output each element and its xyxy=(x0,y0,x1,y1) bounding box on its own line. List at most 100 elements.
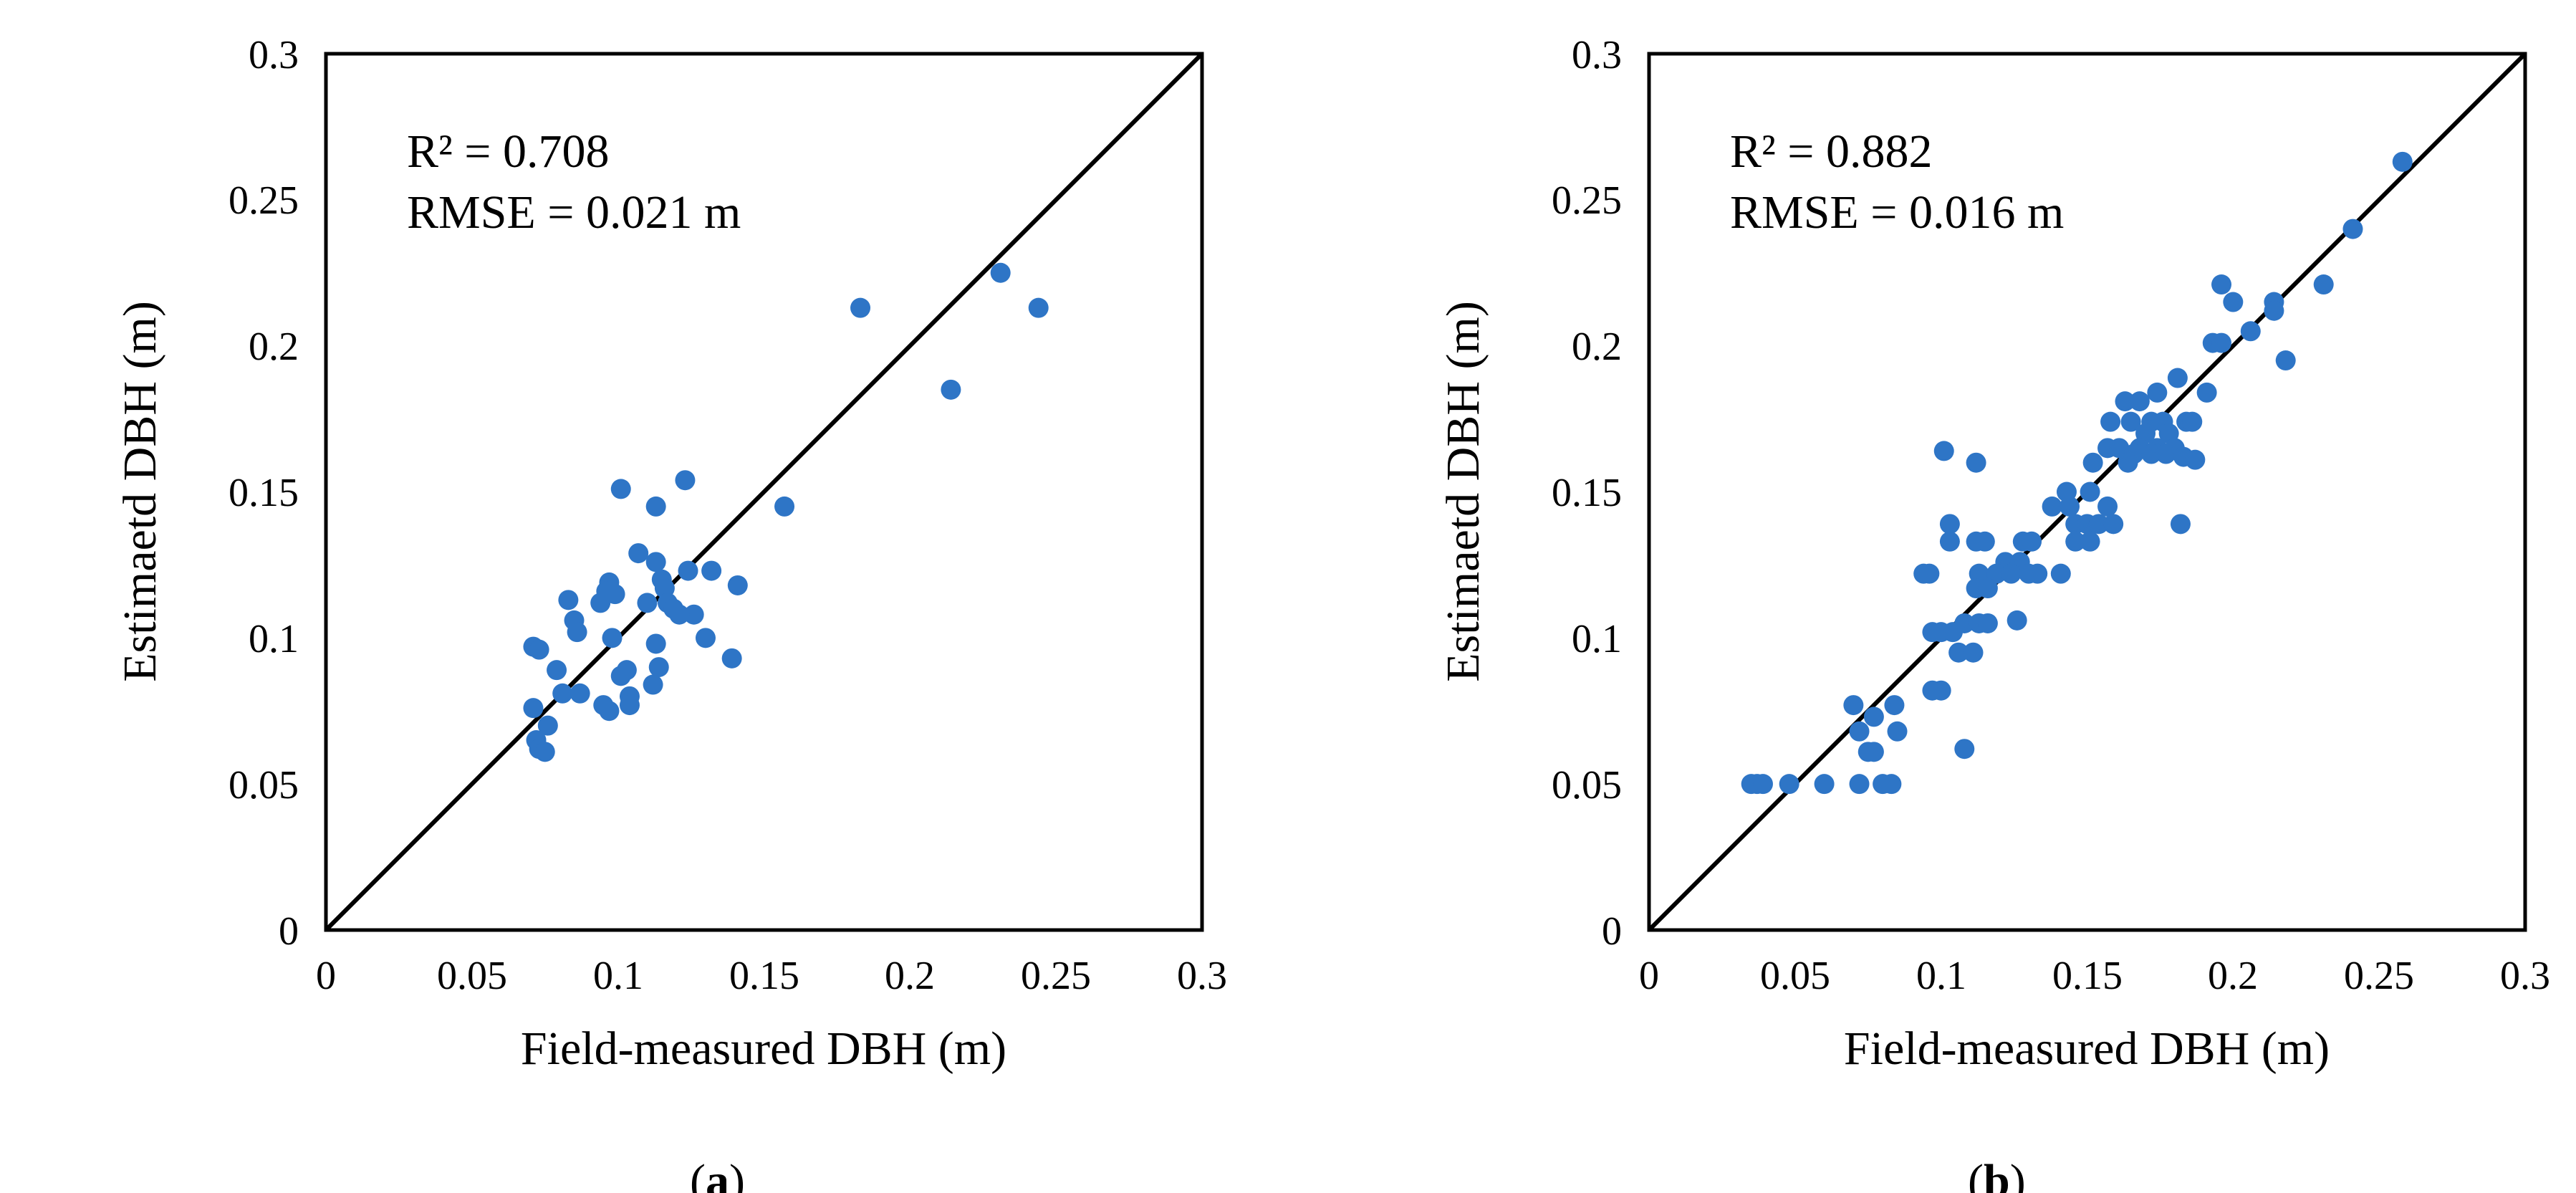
data-point xyxy=(941,379,961,400)
data-point xyxy=(721,648,742,669)
panel-letter-a: a xyxy=(706,1155,729,1193)
data-point xyxy=(2392,151,2413,172)
y-tick-label: 0.3 xyxy=(1572,33,1622,77)
panel-label-b: (b) xyxy=(1968,1155,2026,1193)
data-point xyxy=(1954,739,1975,760)
data-point xyxy=(1814,774,1835,795)
data-point xyxy=(2240,321,2261,342)
data-point xyxy=(1849,774,1870,795)
x-tick-label: 0.3 xyxy=(1177,954,1227,998)
y-tick-label: 0.2 xyxy=(249,325,299,369)
y-axis-title-a: Estimaetd DBH (m) xyxy=(114,301,166,682)
data-point xyxy=(2182,411,2203,432)
data-point xyxy=(2080,531,2100,552)
y-ticks-a: 0 0.05 0.1 0.15 0.2 0.25 0.3 xyxy=(229,33,299,954)
data-point xyxy=(569,683,590,704)
points-b xyxy=(1741,151,2413,795)
data-point xyxy=(1863,706,1884,727)
data-point xyxy=(683,604,704,625)
data-point xyxy=(523,698,544,719)
x-axis-title-b: Field-measured DBH (m) xyxy=(1844,1022,2330,1075)
data-point xyxy=(602,628,623,648)
data-point xyxy=(645,633,666,654)
data-point xyxy=(1931,680,1951,701)
data-point xyxy=(2060,496,2080,517)
data-point xyxy=(645,496,666,517)
x-tick-label: 0 xyxy=(316,954,336,998)
x-tick-label: 0.15 xyxy=(2052,954,2123,998)
x-tick-label: 0.2 xyxy=(885,954,935,998)
data-point xyxy=(1752,774,1773,795)
reference-line-a xyxy=(324,52,1204,932)
points-a xyxy=(523,262,1049,762)
data-point xyxy=(1974,531,1995,552)
data-point xyxy=(1884,695,1905,716)
data-point xyxy=(2103,514,2124,535)
data-point xyxy=(1966,452,1986,473)
data-point xyxy=(1843,695,1864,716)
data-point xyxy=(619,695,640,716)
data-point xyxy=(2129,391,2150,412)
data-point xyxy=(774,496,795,517)
x-tick-label: 0.25 xyxy=(1021,954,1091,998)
x-ticks-b: 0 0.05 0.1 0.15 0.2 0.25 0.3 xyxy=(1639,954,2550,998)
data-point xyxy=(2097,496,2118,517)
data-point xyxy=(1939,531,1960,552)
data-point xyxy=(2088,514,2109,535)
data-point xyxy=(552,683,573,704)
y-tick-label: 0.05 xyxy=(1552,763,1622,808)
data-point xyxy=(701,560,722,581)
data-point xyxy=(2156,444,2176,464)
data-point xyxy=(675,470,696,491)
data-point xyxy=(558,590,579,610)
r2-annotation-a: R² = 0.708 xyxy=(407,125,610,178)
data-point xyxy=(2042,496,2062,517)
data-point xyxy=(2027,563,2048,584)
data-point xyxy=(695,628,716,648)
x-tick-label: 0.1 xyxy=(1916,954,1966,998)
y-tick-label: 0.15 xyxy=(229,471,299,515)
x-tick-label: 0.15 xyxy=(729,954,799,998)
data-point xyxy=(2147,382,2168,403)
data-point xyxy=(1948,642,1969,663)
chart-b: R² = 0.882 RMSE = 0.016 m 0 0.05 0.1 0.1… xyxy=(1437,33,2550,1193)
data-point xyxy=(2185,449,2206,470)
data-point xyxy=(534,742,555,762)
data-point xyxy=(547,660,567,681)
x-tick-label: 0.05 xyxy=(1760,954,1830,998)
data-point xyxy=(2196,382,2217,403)
data-point xyxy=(2223,292,2244,312)
data-point xyxy=(2120,411,2141,432)
rmse-annotation-b: RMSE = 0.016 m xyxy=(1730,186,2064,239)
y-tick-label: 0 xyxy=(279,909,299,954)
data-point xyxy=(2115,391,2135,412)
data-point xyxy=(643,674,663,695)
r2-annotation-b: R² = 0.882 xyxy=(1730,125,1933,178)
data-point xyxy=(645,552,666,572)
data-point xyxy=(2275,350,2296,371)
x-tick-label: 0.2 xyxy=(2208,954,2258,998)
panel-letter-b: b xyxy=(1984,1155,2010,1193)
data-point xyxy=(1977,613,1998,633)
data-point xyxy=(2100,411,2121,432)
data-point xyxy=(599,701,620,722)
data-point xyxy=(669,604,690,625)
data-point xyxy=(727,575,748,595)
y-tick-label: 0.1 xyxy=(249,617,299,661)
y-tick-label: 0.25 xyxy=(1552,178,1622,223)
data-point xyxy=(2022,531,2042,552)
data-point xyxy=(537,715,558,736)
data-point xyxy=(2211,332,2232,353)
y-tick-label: 0.25 xyxy=(229,178,299,223)
y-tick-label: 0.05 xyxy=(229,763,299,808)
y-tick-label: 0.1 xyxy=(1572,617,1622,661)
data-point xyxy=(2082,452,2103,473)
y-ticks-b: 0 0.05 0.1 0.15 0.2 0.25 0.3 xyxy=(1552,33,1622,954)
x-tick-label: 0.05 xyxy=(437,954,507,998)
data-point xyxy=(1939,514,1960,535)
x-tick-label: 0.1 xyxy=(593,954,643,998)
y-tick-label: 0.2 xyxy=(1572,325,1622,369)
data-point xyxy=(2050,563,2071,584)
data-point xyxy=(529,639,549,660)
x-ticks-a: 0 0.05 0.1 0.15 0.2 0.25 0.3 xyxy=(316,954,1227,998)
